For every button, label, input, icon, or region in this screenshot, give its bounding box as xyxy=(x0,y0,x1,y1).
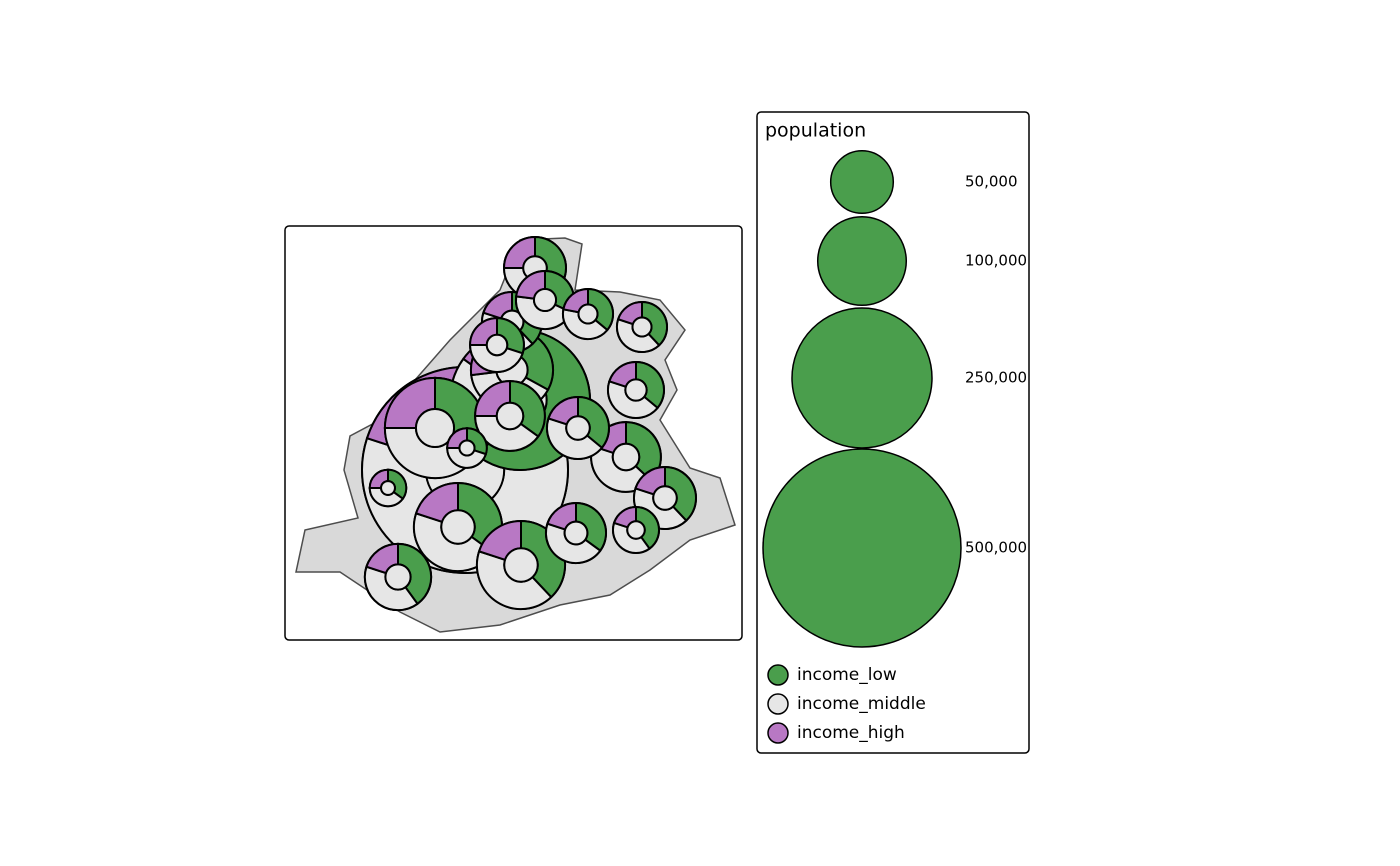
donut-glyph xyxy=(514,269,576,331)
size-key xyxy=(816,215,908,307)
donut-hole xyxy=(631,316,653,338)
donut-hole xyxy=(495,401,525,431)
donut-hole xyxy=(532,287,558,313)
donut-hole xyxy=(563,520,589,546)
donut-hole xyxy=(503,547,539,583)
size-key xyxy=(829,149,895,215)
donut-glyph xyxy=(546,396,610,460)
glyph-layer xyxy=(361,236,697,612)
donut-glyph xyxy=(446,427,488,469)
legend: 50,000 100,000 250,000 500,000 income_lowinc… xyxy=(762,149,1027,744)
donut-glyph xyxy=(368,468,408,508)
donut-hole xyxy=(440,509,476,545)
donut-glyph xyxy=(615,300,669,354)
donut-hole xyxy=(611,442,641,472)
size-label: 500,000 xyxy=(965,539,1027,557)
donut-hole xyxy=(380,480,396,496)
donut-hole xyxy=(652,485,678,511)
size-label: 100,000 xyxy=(965,252,1027,270)
category-label: income_high xyxy=(797,723,905,743)
size-label: 50,000 xyxy=(965,173,1018,191)
category-swatch xyxy=(767,722,789,744)
donut-hole xyxy=(384,563,412,591)
donut-glyph xyxy=(606,360,666,420)
donut-hole xyxy=(577,303,599,325)
donut-glyph xyxy=(561,287,615,341)
donut-glyph xyxy=(469,317,525,373)
size-label: 250,000 xyxy=(965,369,1027,387)
legend-title: population xyxy=(765,120,866,142)
donut-glyph xyxy=(363,542,433,612)
size-key xyxy=(762,448,962,648)
category-swatch xyxy=(767,693,789,715)
donut-hole xyxy=(626,520,646,540)
donut-glyph xyxy=(611,505,661,555)
donut-hole xyxy=(458,439,476,457)
size-key xyxy=(791,307,933,449)
donut-hole xyxy=(414,407,456,449)
category-label: income_low xyxy=(797,665,897,685)
category-swatch xyxy=(767,664,789,686)
donut-hole xyxy=(624,378,648,402)
donut-hole xyxy=(565,415,591,441)
donut-glyph xyxy=(544,501,608,565)
donut-glyph xyxy=(474,380,546,452)
category-label: income_middle xyxy=(797,694,926,714)
donut-hole xyxy=(485,333,509,357)
